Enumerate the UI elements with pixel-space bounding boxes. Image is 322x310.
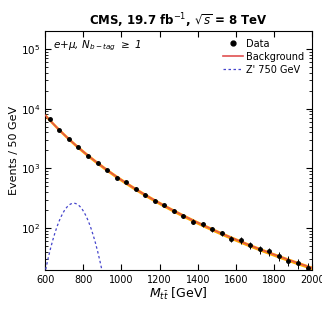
Line: Background: Background [45,115,312,268]
Background [71,140,74,144]
Background [227,235,231,238]
Line: Z' 750 GeV: Z' 750 GeV [46,203,102,269]
Text: e+$\mu$, $N_{b-tag}$ $\geq$ 1: e+$\mu$, $N_{b-tag}$ $\geq$ 1 [53,38,141,53]
Y-axis label: Events / 50 GeV: Events / 50 GeV [9,106,19,195]
Background [43,113,47,117]
Z' 750 GeV [89,225,92,228]
Title: CMS, 19.7 fb$^{-1}$, $\sqrt{s}$ = 8 TeV: CMS, 19.7 fb$^{-1}$, $\sqrt{s}$ = 8 TeV [89,11,268,30]
Z' 750 GeV [95,246,99,250]
Background [161,203,165,207]
Background [151,197,155,201]
Legend: Data, Background, Z' 750 GeV: Data, Background, Z' 750 GeV [220,36,308,78]
Background [256,247,260,250]
Background [251,245,255,249]
X-axis label: $M_{t\bar{t}}$ [GeV]: $M_{t\bar{t}}$ [GeV] [149,286,208,302]
Z' 750 GeV [89,227,93,230]
Background [310,266,314,270]
